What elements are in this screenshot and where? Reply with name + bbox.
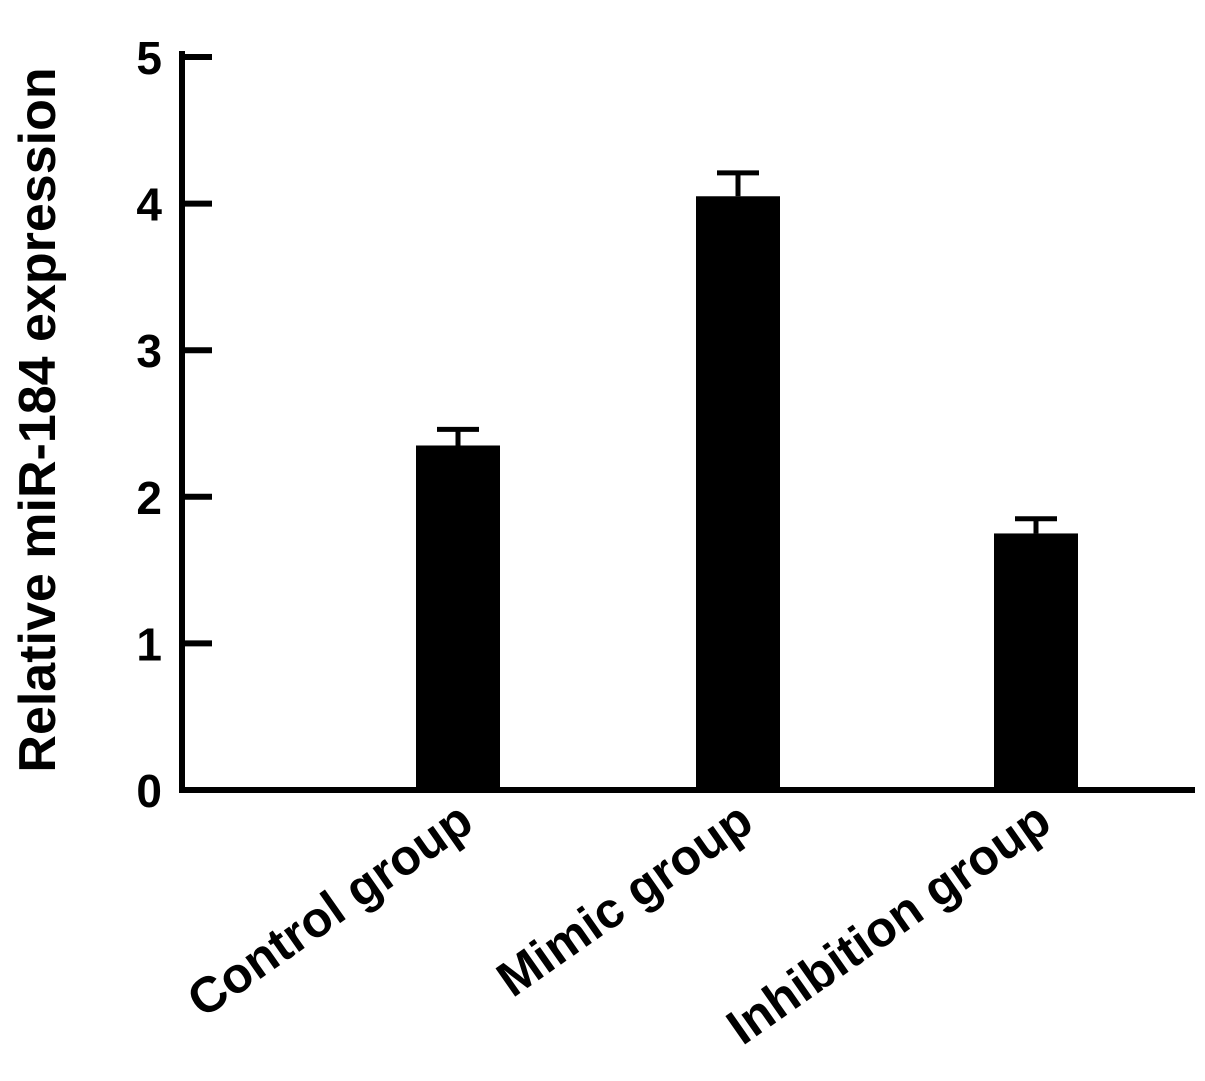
plot-area: 0 1 2 3 4 5 Control group Mimic groupInhibition… (136, 32, 1195, 1055)
y-tick-label: 4 (136, 179, 162, 231)
x-tick-label: Inhibition group (717, 791, 1061, 1055)
bar-inhibition-group (994, 533, 1078, 790)
y-tick-label: 1 (136, 618, 162, 670)
x-tick-label: Mimic group (487, 791, 763, 1007)
y-tick-label: 5 (136, 32, 162, 84)
bar-mimic-group (696, 196, 780, 790)
bar-control-group (416, 445, 500, 790)
x-tick-label: Control group (177, 791, 482, 1028)
y-tick-label: 3 (136, 325, 162, 377)
y-axis-label: Relative miR-184 expression (9, 67, 67, 772)
y-tick-label: 2 (136, 472, 162, 524)
y-tick-label: 0 (136, 765, 162, 817)
